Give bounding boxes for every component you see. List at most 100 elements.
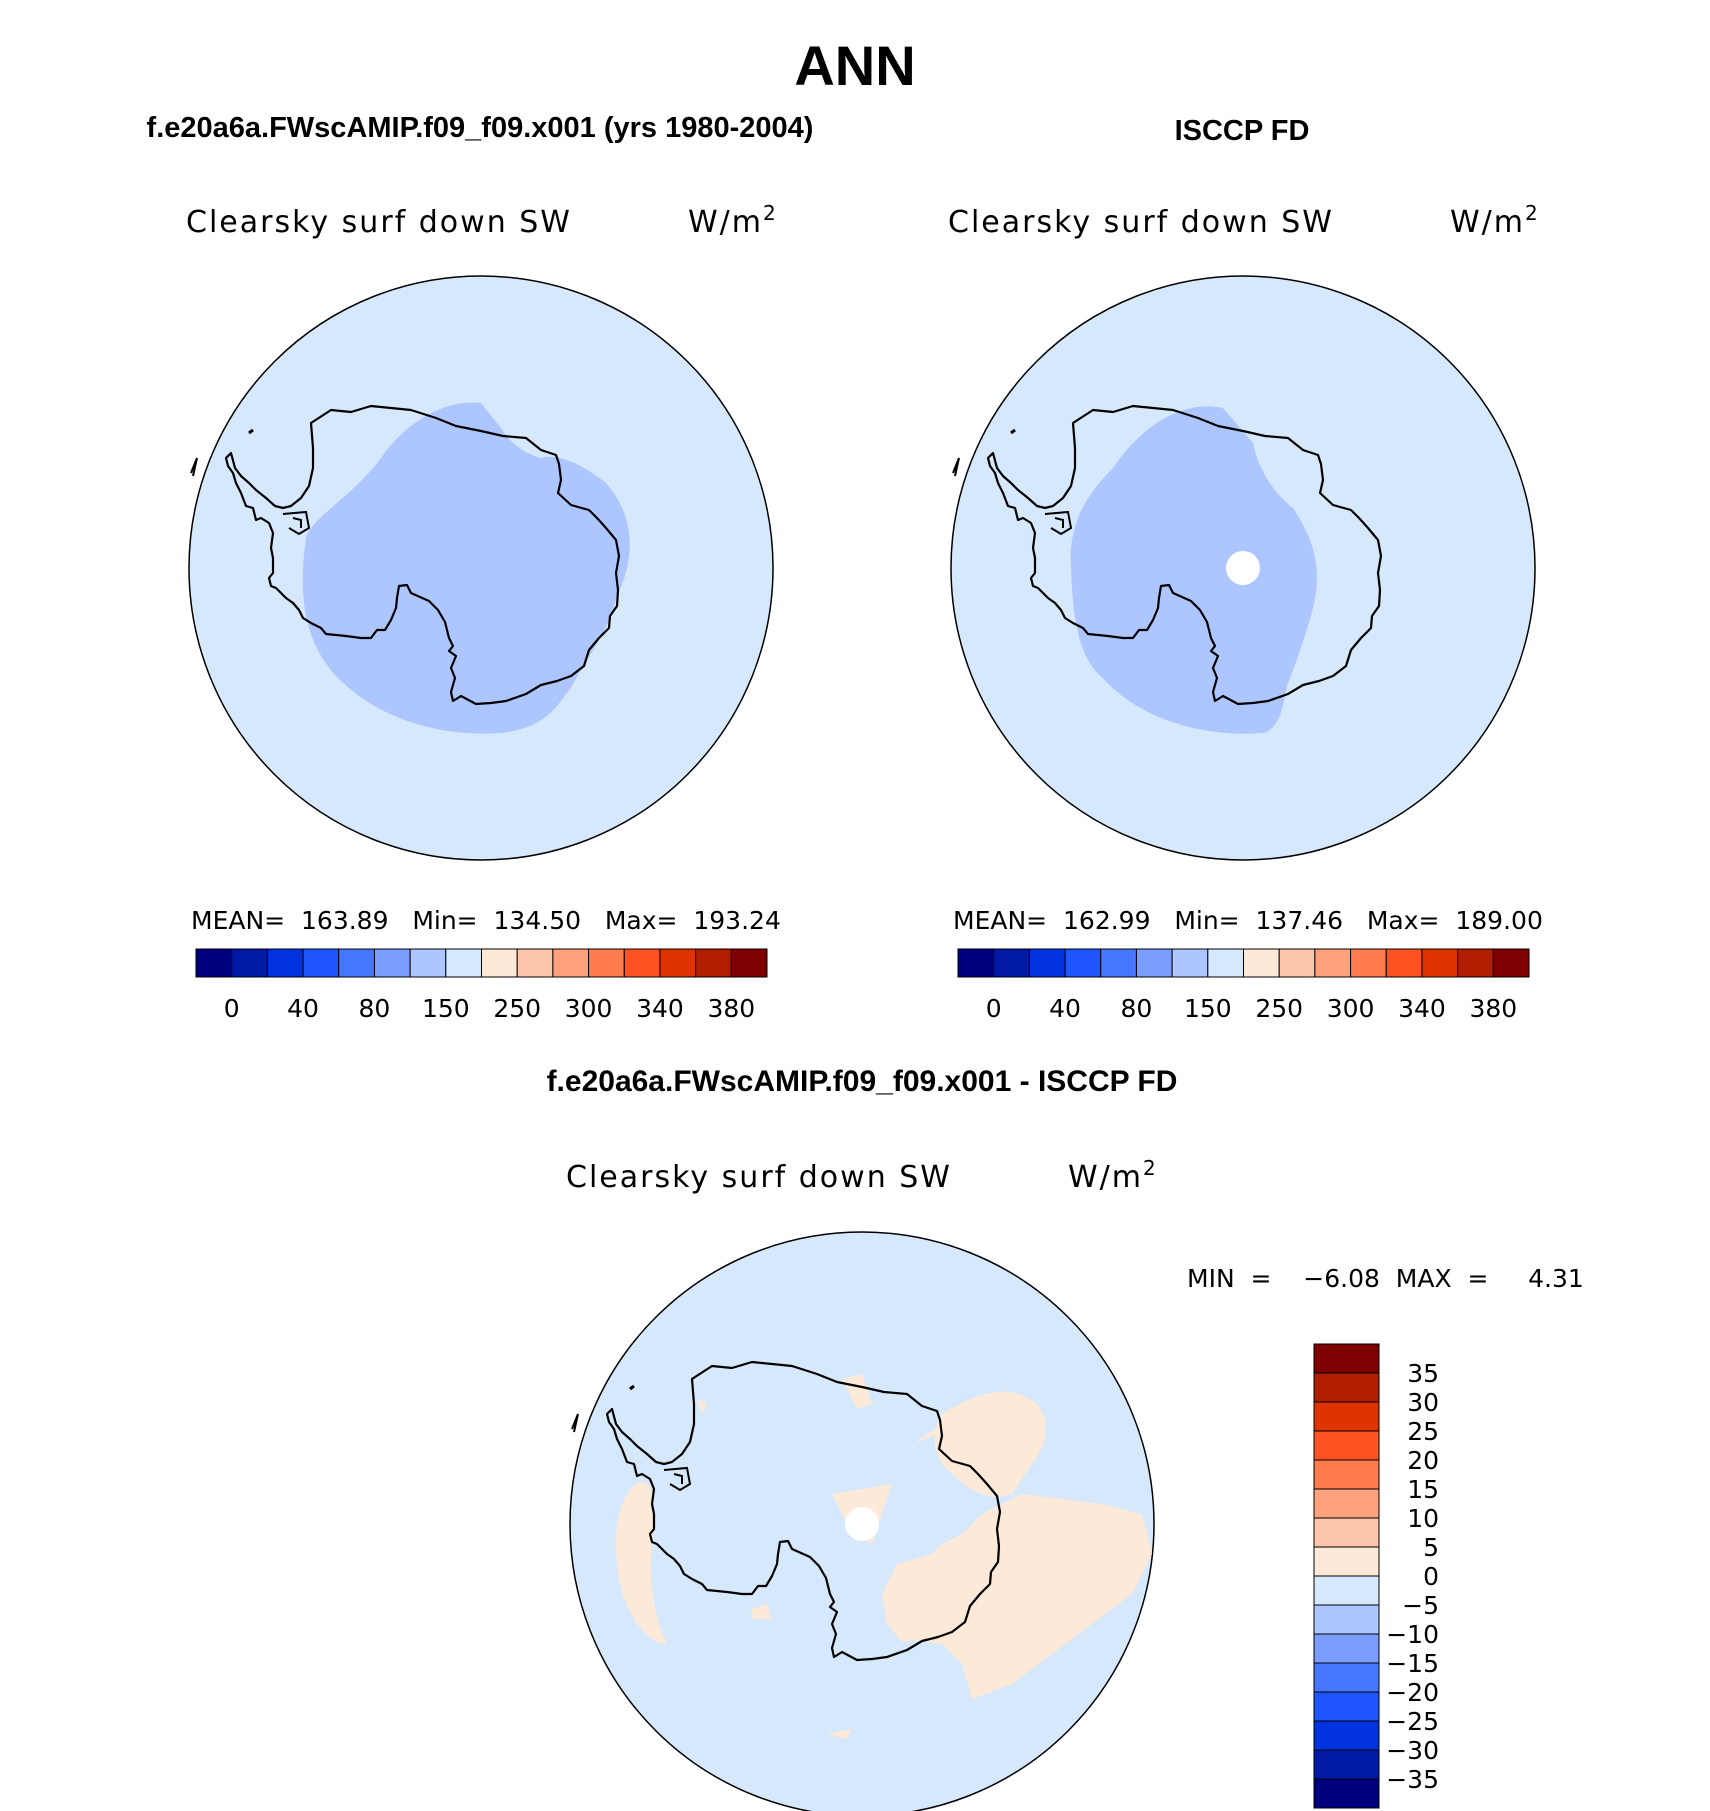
variable-label: Clearsky surf down SW [186, 205, 572, 240]
colorbar: 0 40 80 150 250 300 340 380 [195, 948, 768, 1023]
colorbar-swatch [1313, 1633, 1380, 1664]
colorbar-swatch [1313, 1546, 1380, 1577]
colorbar-swatch [409, 948, 447, 978]
polar-map [569, 1231, 1155, 1811]
variable-label: Clearsky surf down SW [566, 1160, 952, 1195]
colorbar-tick-label: 5 [1423, 1533, 1439, 1562]
colorbar-swatch [1314, 948, 1352, 978]
colorbar-swatch [1313, 1604, 1380, 1635]
polar-map [950, 275, 1536, 861]
polar-map [188, 275, 774, 861]
colorbar-tick-label: 40 [1049, 994, 1081, 1023]
colorbar-swatch [1243, 948, 1280, 978]
stats-label: MEAN= 163.89 Min= 134.50 Max= 193.24 [191, 906, 781, 935]
colorbar-swatch [1421, 948, 1459, 978]
colorbar-tick-label: 80 [359, 994, 391, 1023]
colorbar-tick-label: −10 [1386, 1620, 1439, 1649]
colorbar-tick-label: 340 [1398, 994, 1446, 1023]
panel-title: ISCCP FD [1175, 115, 1310, 147]
colorbar-tick-label: −15 [1386, 1649, 1439, 1678]
colorbar-tick-label: 30 [1407, 1388, 1439, 1417]
colorbar-swatch [1492, 948, 1530, 978]
colorbar-tick-label: 0 [986, 994, 1002, 1023]
colorbar-swatch [1313, 1720, 1380, 1751]
colorbar-tick-label: 150 [1184, 994, 1232, 1023]
colorbar-swatch [1385, 948, 1423, 978]
colorbar-tick-label: 0 [224, 994, 240, 1023]
panel-model: f.e20a6a.FWscAMIP.f09_f09.x001 (yrs 1980… [147, 112, 814, 1023]
colorbar-swatch [231, 948, 268, 978]
colorbar-swatch [1313, 1343, 1380, 1374]
colorbar-tick-label: 380 [707, 994, 755, 1023]
panel-title: f.e20a6a.FWscAMIP.f09_f09.x001 (yrs 1980… [147, 112, 814, 144]
colorbar-swatch [1313, 1401, 1380, 1432]
colorbar-swatch [1313, 1517, 1380, 1548]
colorbar-swatch [1313, 1488, 1380, 1519]
colorbar-swatch [730, 948, 768, 978]
colorbar-tick-label: 10 [1407, 1504, 1439, 1533]
colorbar-tick-label: 15 [1407, 1475, 1439, 1504]
colorbar-tick-label: 380 [1469, 994, 1517, 1023]
colorbar-swatch [302, 948, 340, 978]
colorbar-swatch [957, 948, 995, 978]
page-title: ANN [794, 34, 915, 97]
colorbar-tick-label: 20 [1407, 1446, 1439, 1475]
pole-hole [845, 1507, 879, 1541]
colorbar-tick-label: −35 [1386, 1765, 1439, 1794]
colorbar-tick-label: 340 [636, 994, 684, 1023]
units-label: W/m2 [1068, 1156, 1158, 1195]
colorbar-swatch [1313, 1372, 1380, 1403]
colorbar-tick-label: 80 [1121, 994, 1153, 1023]
colorbar-swatch [552, 948, 590, 978]
colorbar-tick-label: 300 [1327, 994, 1375, 1023]
colorbar-tick-label: 25 [1407, 1417, 1439, 1446]
colorbar-swatch [195, 948, 233, 978]
colorbar-tick-label: 300 [565, 994, 613, 1023]
colorbar-swatch [1064, 948, 1102, 978]
colorbar-swatch [1313, 1575, 1380, 1606]
colorbar-swatch [1313, 1749, 1380, 1780]
positive-diff-regions [615, 1374, 1152, 1739]
colorbar-swatch [338, 948, 375, 978]
colorbar-swatch [1313, 1691, 1380, 1722]
stats-label: MEAN= 162.99 Min= 137.46 Max= 189.00 [953, 906, 1543, 935]
pole-hole [1226, 551, 1260, 585]
colorbar-swatch [373, 948, 411, 978]
colorbar-swatch [623, 948, 661, 978]
colorbar-tick-label: 35 [1407, 1359, 1439, 1388]
colorbar-tick-label: 250 [493, 994, 541, 1023]
colorbar-swatch [1028, 948, 1066, 978]
colorbar-swatch [481, 948, 518, 978]
colorbar-swatch [659, 948, 697, 978]
colorbar-swatch [1350, 948, 1387, 978]
panel-obs: ISCCP FD Clearsky surf down SW W/m2 MEAN… [948, 115, 1543, 1023]
colorbar-tick-label: 0 [1423, 1562, 1439, 1591]
low-value-region [302, 402, 630, 734]
colorbar-swatch [516, 948, 554, 978]
colorbar-tick-label: −5 [1402, 1591, 1439, 1620]
colorbar-swatch [266, 948, 304, 978]
colorbar-swatch [993, 948, 1030, 978]
colorbar-tick-label: 250 [1255, 994, 1303, 1023]
colorbar-swatch [445, 948, 482, 978]
colorbar-swatch [1313, 1430, 1380, 1461]
variable-label: Clearsky surf down SW [948, 205, 1334, 240]
colorbar-swatch [1207, 948, 1244, 978]
panel-difference: f.e20a6a.FWscAMIP.f09_f09.x001 - ISCCP F… [547, 1065, 1584, 1811]
colorbar-tick-label: −30 [1386, 1736, 1439, 1765]
panel-title: f.e20a6a.FWscAMIP.f09_f09.x001 - ISCCP F… [547, 1065, 1178, 1098]
colorbar: 0 40 80 150 250 300 340 380 [957, 948, 1530, 1023]
colorbar-swatch [695, 948, 732, 978]
units-label: W/m2 [688, 201, 778, 240]
colorbar-swatch [1313, 1778, 1380, 1809]
colorbar-swatch [1313, 1662, 1380, 1693]
low-value-region [1070, 406, 1317, 734]
colorbar-tick-label: −20 [1386, 1678, 1439, 1707]
colorbar-swatch [1313, 1459, 1380, 1490]
colorbar-tick-label: 150 [422, 994, 470, 1023]
colorbar-tick-label: −25 [1386, 1707, 1439, 1736]
colorbar-swatch [588, 948, 625, 978]
colorbar-swatch [1135, 948, 1173, 978]
